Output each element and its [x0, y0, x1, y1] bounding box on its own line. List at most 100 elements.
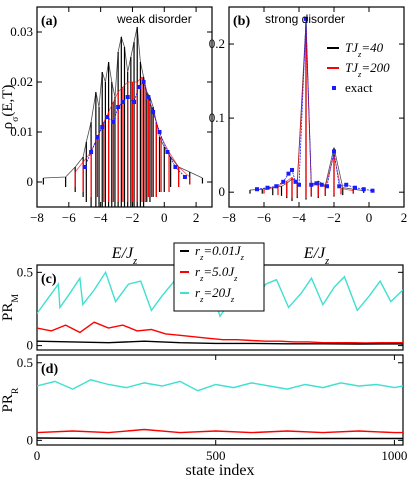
y-tick-label: 0 — [27, 432, 34, 447]
data-point-exact — [309, 182, 314, 187]
series-line-r20 — [37, 379, 403, 392]
x-axis-label: state index — [186, 462, 255, 479]
data-point-exact — [182, 175, 187, 179]
x-tick-label: −8 — [30, 210, 44, 225]
data-point-exact — [255, 187, 259, 192]
series-line-r001 — [37, 340, 403, 345]
plot-frame — [36, 354, 404, 446]
x-tick-label: 0 — [366, 210, 373, 225]
panel-d: 0 500 1000 0 0.5 (d) state index PRR — [0, 354, 407, 479]
x-tick-label: −2 — [126, 210, 140, 225]
data-point-exact — [290, 167, 294, 172]
envelope-tj200 — [263, 29, 354, 192]
panel-b: −8 −6 −4 −2 0 2 0 0.1 0.2 (b) strong disorder E/Jz T… — [209, 6, 408, 267]
data-point-exact — [281, 179, 286, 184]
x-tick-label: −4 — [292, 210, 306, 225]
y-tick-label: 0.5 — [17, 355, 33, 370]
y-tick-label: 0.5 — [17, 264, 33, 279]
panel-annotation: strong disorder — [265, 12, 345, 26]
data-point-exact — [82, 165, 87, 169]
data-point-exact — [314, 181, 319, 186]
data-point-exact — [361, 187, 366, 192]
series-line-r5 — [37, 428, 403, 434]
y-tick-label: 0.01 — [10, 124, 33, 139]
y-axis-label: ρσ(E,T) — [0, 85, 21, 130]
envelope-tj40 — [43, 26, 203, 179]
data-point-exact — [100, 125, 105, 129]
data-point-exact — [370, 188, 375, 193]
data-point-exact — [111, 120, 116, 124]
data-point-exact — [132, 100, 137, 104]
x-tick-label: −2 — [327, 210, 341, 225]
panel-c: 0 0.5 (c) PRM rz=0.01Jz rz=5.0Jz rz=20Jz — [0, 242, 404, 353]
plot-frame — [228, 6, 405, 208]
data-point-exact — [141, 80, 146, 84]
x-tick-label: 1000 — [381, 448, 407, 463]
y-axis-label: PRM — [0, 294, 21, 321]
series-line-r5 — [37, 321, 403, 344]
x-tick-label: −4 — [94, 210, 108, 225]
panel-annotation: weak disorder — [116, 12, 192, 26]
data-point-exact — [265, 185, 270, 190]
legend-box — [173, 242, 265, 312]
plot-area — [37, 379, 403, 440]
data-point-exact — [274, 184, 279, 189]
data-point-exact — [304, 16, 308, 21]
x-tick-label: −8 — [222, 210, 236, 225]
data-point-exact — [105, 115, 109, 119]
legend-label-r20: rz=20Jz — [195, 285, 235, 304]
x-tick-label: 0 — [34, 448, 41, 463]
panel-label: (b) — [233, 14, 250, 29]
x-tick-label: 2 — [193, 210, 200, 225]
data-point-exact — [325, 184, 329, 189]
series-line-r001 — [37, 437, 403, 440]
data-point-exact — [120, 100, 125, 104]
series-line-exact — [84, 81, 186, 178]
data-point-exact — [157, 130, 162, 134]
y-tick-label: 0.2 — [209, 36, 225, 51]
data-point-exact — [173, 165, 178, 169]
y-tick-label: 0.03 — [10, 24, 33, 39]
data-point-exact — [337, 184, 342, 189]
data-point-exact — [332, 149, 336, 154]
y-tick-label: 0 — [27, 174, 34, 189]
x-tick-label: 0 — [161, 210, 168, 225]
data-point-exact — [353, 185, 357, 190]
y-axis-label: PRR — [0, 387, 21, 412]
x-tick-label: 500 — [206, 448, 226, 463]
legend-marker-exact — [332, 86, 336, 90]
data-point-exact — [293, 179, 298, 184]
y-tick-label: 0.02 — [10, 74, 33, 89]
data-point-exact — [95, 135, 100, 139]
x-tick-label: 2 — [401, 210, 408, 225]
panel-label: (a) — [41, 14, 58, 29]
panel-label: (d) — [41, 362, 58, 377]
plot-area — [42, 26, 204, 207]
panel-label: (c) — [41, 272, 57, 287]
legend-label-tj200: TJz=200 — [345, 60, 390, 79]
data-point-exact — [89, 150, 94, 154]
data-point-exact — [125, 95, 130, 99]
panel-a: −8 −6 −4 −2 0 2 0 0.01 0.02 0.03 (a) weak disorder E… — [0, 6, 213, 267]
data-point-exact — [151, 110, 156, 114]
x-tick-label: −6 — [257, 210, 271, 225]
data-point-exact — [146, 95, 151, 99]
y-tick-label: 0 — [219, 184, 226, 199]
data-point-exact — [344, 182, 349, 187]
x-axis-label: E/Jz — [111, 245, 137, 267]
plot-area — [249, 16, 375, 202]
y-tick-label: 0 — [27, 338, 34, 353]
data-point-exact — [165, 150, 170, 154]
data-point-exact — [116, 105, 121, 109]
data-point-exact — [286, 171, 291, 176]
y-tick-label: 0.1 — [209, 110, 225, 125]
data-point-exact — [136, 85, 141, 89]
legend-label-exact: exact — [345, 80, 373, 95]
data-point-exact — [297, 182, 301, 187]
data-point-exact — [319, 182, 324, 187]
legend-label-r001: rz=0.01Jz — [195, 243, 245, 262]
x-tick-label: −6 — [62, 210, 76, 225]
x-axis-label: E/Jz — [303, 245, 329, 267]
legend-label-r5: rz=5.0Jz — [195, 264, 238, 283]
